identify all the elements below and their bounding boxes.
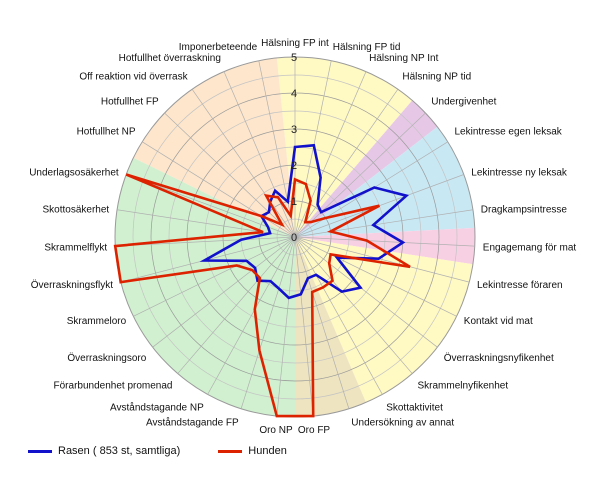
grid-spoke-2 — [294, 71, 367, 238]
grid-spoke-13 — [294, 236, 383, 395]
category-label-14: Undersökning av annat — [351, 417, 454, 428]
grid-spoke-27 — [164, 112, 296, 238]
sector-3 — [295, 227, 475, 265]
legend-item-dog: Hunden — [218, 445, 287, 457]
category-label-27: Hotfullhet FP — [101, 97, 159, 108]
category-label-10: Kontakt vid mat — [464, 316, 533, 327]
tick-label-0: 0 — [291, 232, 297, 244]
category-label-29: Hotfullhet överraskning — [119, 53, 221, 64]
category-label-22: Överraskningsflykt — [31, 279, 113, 291]
grid-spoke-20 — [152, 236, 296, 348]
grid-spoke-11 — [294, 236, 438, 348]
grid-spoke-28 — [191, 89, 296, 238]
category-label-19: Förarbundenhet promenad — [54, 381, 173, 392]
sector-7 — [133, 57, 295, 237]
category-label-18: Avståndstagande NP — [110, 401, 204, 413]
category-label-1: Hälsning FP tid — [333, 42, 401, 53]
grid — [114, 56, 476, 418]
grid-spoke-8 — [294, 236, 475, 247]
category-label-16: Oro NP — [259, 425, 293, 436]
grid-spoke-17 — [240, 236, 296, 409]
grid-spoke-19 — [177, 236, 296, 374]
legend: Rasen ( 853 st, samtliga) Hunden — [28, 445, 287, 457]
category-label-8: Engagemang för mat — [483, 243, 577, 254]
grid-spoke-12 — [294, 236, 413, 374]
grid-spoke-23 — [115, 236, 296, 247]
radial-tick-labels: 0 1 2 3 4 5 — [291, 52, 297, 244]
legend-label-breed: Rasen ( 853 st, samtliga) — [58, 445, 181, 457]
grid-spoke-15 — [294, 236, 314, 417]
tick-label-3: 3 — [291, 124, 297, 136]
grid-spoke-3 — [294, 89, 399, 238]
category-label-11: Överraskningsnyfikenhet — [444, 352, 554, 364]
category-label-7: Dragkampsintresse — [481, 205, 568, 216]
grid-spoke-1 — [294, 60, 332, 238]
category-label-25: Underlagsosäkerhet — [29, 168, 119, 179]
category-label-12: Skrammelnyfikenhet — [418, 381, 509, 392]
tick-label-1: 1 — [291, 196, 297, 208]
tick-label-5: 5 — [291, 52, 297, 64]
grid-spoke-7 — [294, 209, 473, 238]
category-label-5: Lekintresse egen leksak — [455, 127, 563, 138]
grid-spoke-29 — [223, 71, 296, 238]
grid-spoke-16 — [276, 236, 296, 417]
category-label-2: Hälsning NP Int — [369, 53, 439, 64]
grid-spoke-4 — [294, 112, 426, 238]
grid-spoke-18 — [207, 236, 296, 395]
category-label-3: Hälsning NP tid — [402, 72, 471, 83]
grid-spoke-9 — [294, 236, 470, 283]
legend-item-breed: Rasen ( 853 st, samtliga) — [28, 445, 180, 457]
series-line-dog — [113, 173, 411, 418]
grid-spoke-21 — [133, 236, 296, 317]
grid-spoke-14 — [294, 236, 350, 409]
sector-6 — [114, 157, 296, 417]
category-label-20: Överraskningsoro — [67, 352, 146, 364]
category-label-15: Oro FP — [298, 425, 331, 436]
legend-swatch-breed — [28, 449, 52, 453]
category-label-17: Avståndstagande FP — [146, 416, 239, 428]
category-label-13: Skottaktivitet — [386, 402, 443, 413]
sector-4 — [295, 237, 473, 403]
category-label-4: Undergivenhet — [431, 97, 496, 108]
category-label-23: Skrammelflykt — [44, 243, 107, 254]
grid-spoke-30 — [258, 60, 296, 238]
category-label-9: Lekintresse föraren — [477, 280, 563, 291]
sector-0 — [276, 57, 413, 238]
category-label-30: Imponerbeteende — [179, 42, 258, 53]
legend-label-dog: Hunden — [248, 445, 287, 457]
category-label-26: Hotfullhet NP — [77, 127, 136, 138]
category-label-21: Skrammeloro — [67, 316, 127, 327]
category-label-6: Lekintresse ny leksak — [471, 168, 568, 179]
sector-2 — [295, 126, 475, 237]
category-label-28: Off reaktion vid överrask — [79, 72, 188, 83]
category-label-0: Hälsning FP int — [261, 38, 329, 49]
tick-label-2: 2 — [291, 160, 297, 172]
legend-swatch-dog — [218, 449, 243, 453]
grid-spoke-24 — [117, 209, 296, 238]
category-label-24: Skottosäkerhet — [42, 205, 109, 216]
grid-spoke-10 — [294, 236, 457, 317]
series-lines — [113, 143, 411, 418]
grid-spoke-26 — [142, 141, 296, 238]
tick-label-4: 4 — [291, 88, 297, 100]
